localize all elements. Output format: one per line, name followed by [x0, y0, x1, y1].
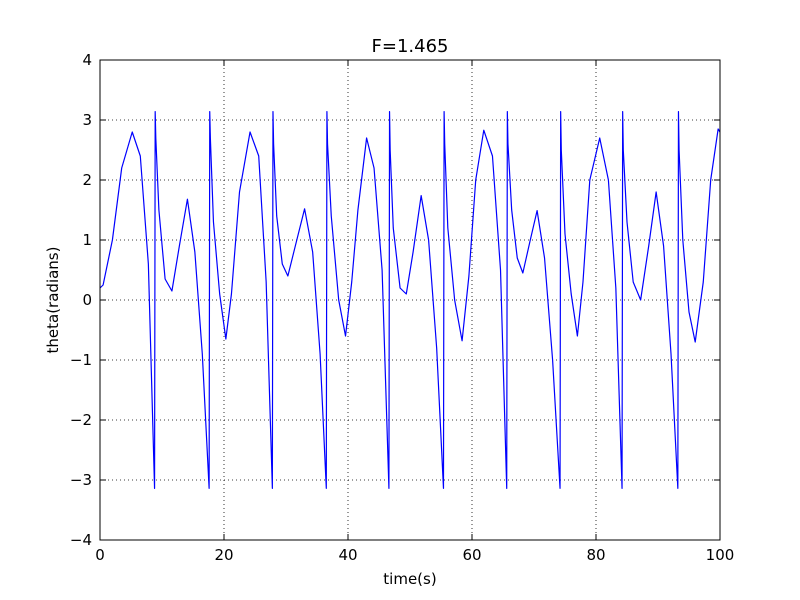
- y-tick-label: 4: [82, 51, 92, 69]
- y-tick-label: −2: [70, 411, 92, 429]
- y-tick-label: 3: [82, 111, 92, 129]
- y-tick-label: −3: [70, 471, 92, 489]
- y-tick-label: 0: [82, 291, 92, 309]
- theta-series-line: [99, 111, 721, 489]
- y-tick-label: −4: [70, 531, 92, 549]
- chart-title: F=1.465: [372, 36, 449, 57]
- y-tick-label: 2: [82, 171, 92, 189]
- x-tick-label: 80: [586, 546, 605, 564]
- ticks: 0 20 40 60 80 100 −4 −3 −2 −1 0 1 2 3 4: [70, 51, 734, 564]
- x-axis-label: time(s): [383, 570, 436, 588]
- y-tick-label: 1: [82, 231, 92, 249]
- x-tick-label: 20: [214, 546, 233, 564]
- series-layer: [99, 111, 721, 489]
- x-tick-label: 100: [706, 546, 735, 564]
- x-tick-label: 40: [338, 546, 357, 564]
- y-tick-label: −1: [70, 351, 92, 369]
- y-axis-label: theta(radians): [44, 247, 62, 354]
- x-tick-label: 0: [95, 546, 105, 564]
- x-tick-label: 60: [462, 546, 481, 564]
